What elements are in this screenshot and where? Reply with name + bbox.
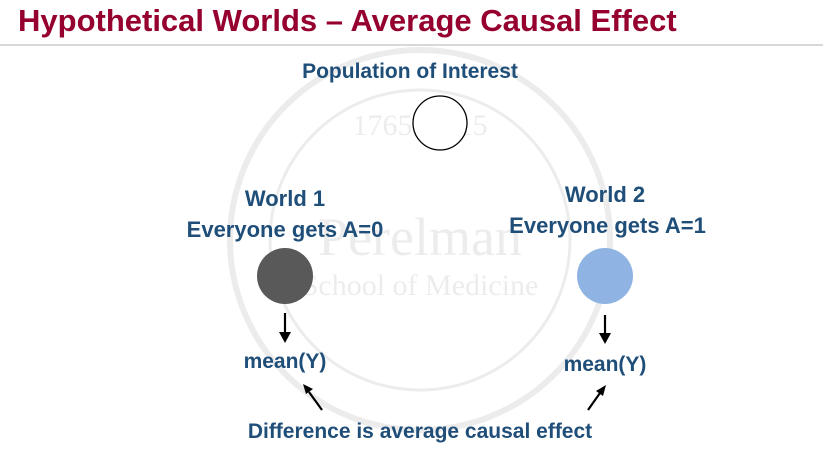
world2-mean-outcome: mean(Y) bbox=[563, 353, 647, 376]
conclusion-text: Difference is average causal effect bbox=[247, 420, 593, 443]
slide-title: Hypothetical Worlds – Average Causal Eff… bbox=[18, 3, 677, 38]
world2-treatment-rule: Everyone gets A=1 bbox=[509, 213, 706, 238]
population-label: Population of Interest bbox=[302, 60, 518, 83]
watermark-school: School of Medicine bbox=[302, 269, 539, 302]
watermark-name: Perelman bbox=[318, 207, 522, 267]
world1-down-arrow bbox=[279, 313, 291, 343]
world2-circle bbox=[577, 248, 633, 304]
difference-arrow-right bbox=[587, 385, 606, 411]
population-circle bbox=[412, 95, 468, 151]
world1-name: World 1 bbox=[244, 186, 326, 211]
world1-circle bbox=[257, 248, 313, 304]
world1-treatment-rule: Everyone gets A=0 bbox=[186, 217, 384, 242]
world2-down-arrow bbox=[599, 315, 611, 344]
world2-name: World 2 bbox=[564, 182, 646, 207]
world1-mean-outcome: mean(Y) bbox=[243, 350, 327, 373]
difference-arrow-left bbox=[303, 384, 323, 411]
title-divider bbox=[0, 44, 823, 46]
